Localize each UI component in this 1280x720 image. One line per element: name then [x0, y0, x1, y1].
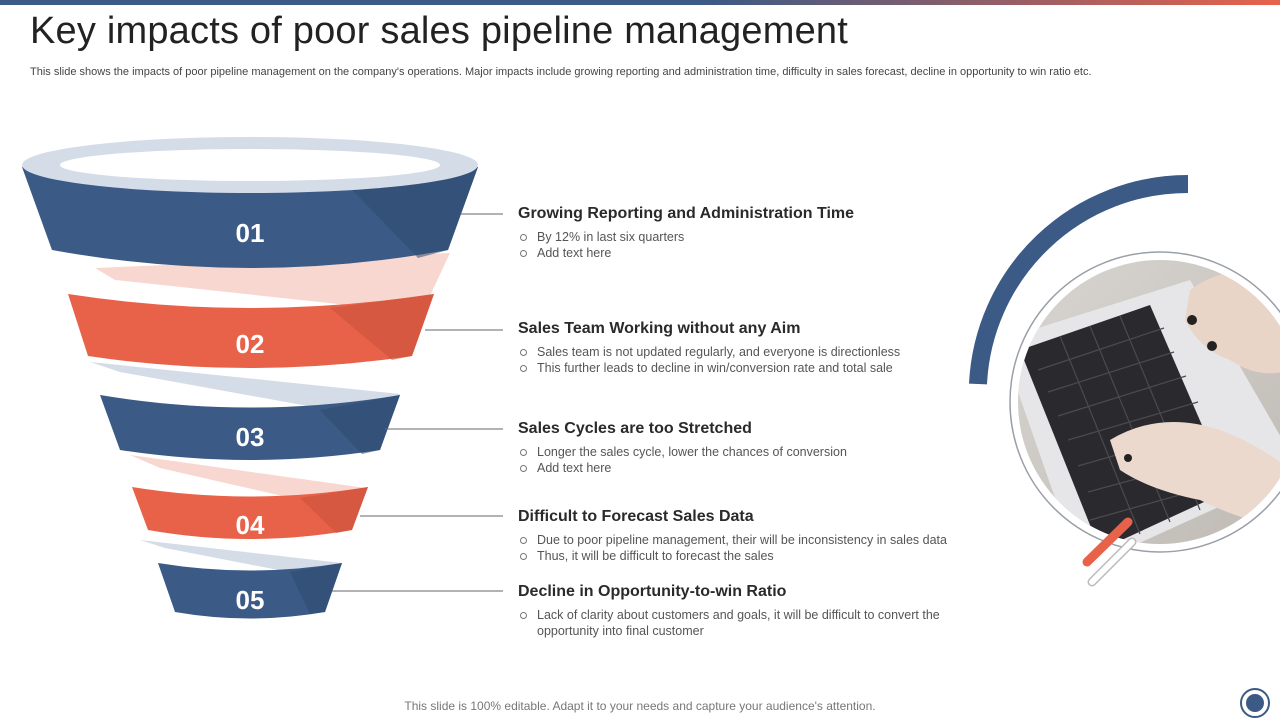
impact-4-bullet-1: Due to poor pipeline management, their w…	[518, 532, 988, 548]
slide-subtitle: This slide shows the impacts of poor pip…	[30, 66, 1092, 78]
funnel-stage-5-shade	[290, 563, 342, 614]
impact-bullets-4: Due to poor pipeline management, their w…	[518, 532, 988, 564]
impact-2-bullet-2: This further leads to decline in win/con…	[518, 360, 988, 376]
impact-bullets-1: By 12% in last six quarters Add text her…	[518, 229, 988, 261]
funnel-top-opening	[60, 149, 440, 181]
impact-1-bullet-1: By 12% in last six quarters	[518, 229, 988, 245]
funnel-stage-4-shade	[300, 487, 368, 533]
impact-title-3: Sales Cycles are too Stretched	[518, 420, 752, 437]
slide-footer: This slide is 100% editable. Adapt it to…	[404, 699, 876, 713]
impact-item-1: Growing Reporting and Administration Tim…	[518, 205, 988, 261]
stage-number-2: 02	[236, 329, 265, 359]
photo-content	[1018, 260, 1280, 544]
impact-3-bullet-1: Longer the sales cycle, lower the chance…	[518, 444, 988, 460]
funnel-stage-1-shade	[330, 167, 478, 258]
impact-item-2: Sales Team Working without any Aim Sales…	[518, 320, 988, 376]
impact-title-4: Difficult to Forecast Sales Data	[518, 508, 754, 525]
funnel-diagram: 01 02 03 04 05	[22, 137, 503, 619]
impact-3-bullet-2: Add text here	[518, 460, 988, 476]
impact-4-bullet-2: Thus, it will be difficult to forecast t…	[518, 548, 988, 564]
impact-item-4: Difficult to Forecast Sales Data Due to …	[518, 508, 988, 564]
stage-number-3: 03	[236, 422, 265, 452]
stage-number-4: 04	[236, 510, 265, 540]
impact-bullets-2: Sales team is not updated regularly, and…	[518, 344, 988, 376]
nav-circle-icon[interactable]	[1240, 688, 1270, 718]
impact-2-bullet-1: Sales team is not updated regularly, and…	[518, 344, 988, 360]
impact-1-bullet-2: Add text here	[518, 245, 988, 261]
funnel-ribbon-1	[95, 253, 450, 313]
impact-bullets-5: Lack of clarity about customers and goal…	[518, 607, 988, 639]
impact-bullets-3: Longer the sales cycle, lower the chance…	[518, 444, 988, 476]
funnel-stage-2-shade	[330, 294, 434, 360]
impact-item-3: Sales Cycles are too Stretched Longer th…	[518, 420, 988, 476]
decorative-arc	[969, 174, 1189, 385]
impact-5-bullet-1: Lack of clarity about customers and goal…	[518, 607, 988, 639]
decorative-stroke-orange	[1082, 517, 1133, 567]
impact-title-1: Growing Reporting and Administration Tim…	[518, 205, 855, 222]
top-accent-bar	[0, 0, 1280, 5]
funnel-stage-3-shade	[320, 395, 400, 454]
stage-number-1: 01	[236, 218, 265, 248]
impact-title-2: Sales Team Working without any Aim	[518, 320, 801, 337]
impact-item-5: Decline in Opportunity-to-win Ratio Lack…	[518, 583, 988, 639]
impact-title-5: Decline in Opportunity-to-win Ratio	[518, 583, 787, 600]
slide-title: Key impacts of poor sales pipeline manag…	[30, 10, 849, 52]
stage-number-5: 05	[236, 585, 265, 615]
laptop-typing-photo	[969, 174, 1280, 587]
